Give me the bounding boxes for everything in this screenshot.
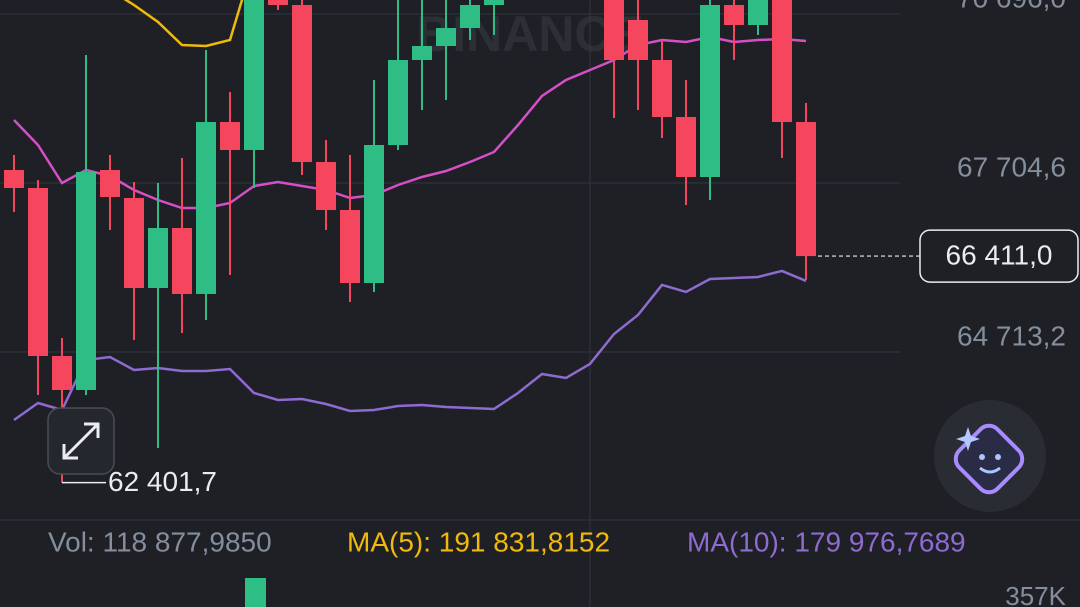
volume-bar [245,578,266,607]
candle-body [196,122,216,294]
candle-body [244,0,264,150]
assistant-sparkle[interactable] [956,427,980,451]
candle-body [100,170,120,197]
fullscreen-icon[interactable] [62,422,100,460]
candle-body [436,28,456,46]
ma-line [123,0,244,48]
last-price-label: 66 411,0 [946,239,1053,270]
candle-body [316,162,336,210]
assistant-eye[interactable] [979,454,985,460]
candle-body [124,198,144,288]
candle-body [28,188,48,356]
candle-body [412,46,432,60]
volume-label: Vol: 118 877,9850 [48,526,272,557]
y-tick-label: 67 704,6 [957,151,1066,182]
candle-body [724,5,744,25]
candle-body [340,210,360,283]
candle-body [460,5,480,28]
y-axis: 70 696,0 67 704,6 64 713,2 [957,0,1066,351]
volume-ma5: MA(5): 191 831,8152 [347,526,610,557]
candle-body [4,170,24,188]
candle-body [268,0,288,5]
low-marker-label: 62 401,7 [108,466,217,497]
assistant-button[interactable] [934,400,1046,512]
plot-area [0,0,900,483]
candle-body [676,117,696,177]
assistant-eye[interactable] [995,454,1001,460]
candle-body [172,228,192,294]
candle-body [652,60,672,117]
y-tick-label: 64 713,2 [957,320,1066,351]
candle-body [388,60,408,145]
candle-body [604,0,624,60]
candle-body [772,0,792,122]
assistant-smile[interactable] [979,466,1001,474]
candle-body [220,122,240,150]
candle-body [796,122,816,257]
last-price-box [919,229,1079,283]
volume-ma10: MA(10): 179 976,7689 [687,526,966,557]
ma-line [13,35,807,210]
fullscreen-button[interactable] [47,407,115,475]
candle-body [628,20,648,60]
candle-body [292,5,312,162]
candle-body [76,172,96,390]
ma-line [13,269,807,422]
candle-body [700,5,720,177]
candle-body [52,356,72,390]
candle-body [748,0,768,25]
candle-body [484,0,504,5]
candle-body [148,228,168,288]
volume-axis-label: 357K [1005,581,1066,607]
candle-body [364,145,384,283]
y-tick-label: 70 696,0 [957,0,1066,13]
